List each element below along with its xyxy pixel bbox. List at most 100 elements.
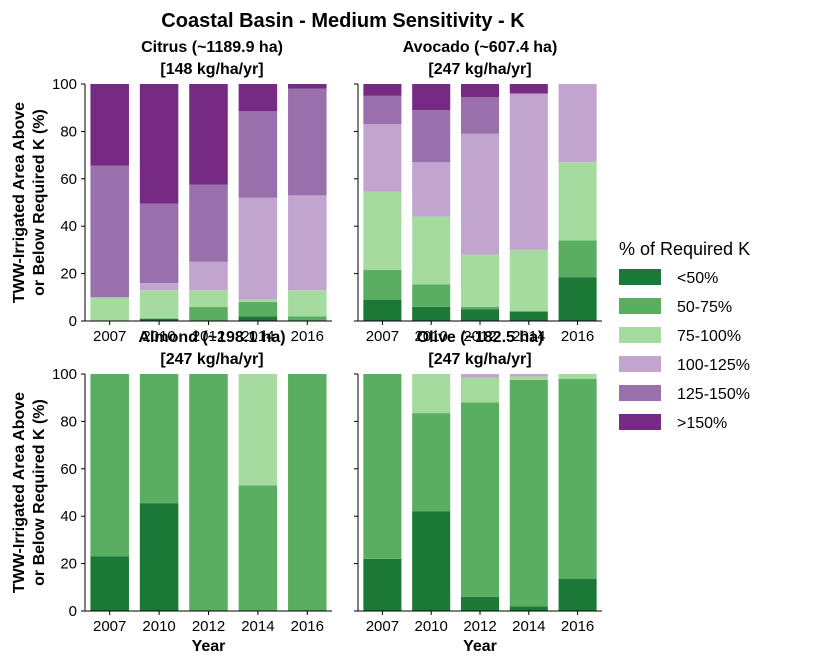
bar-segment-2016-2 (288, 290, 327, 317)
y-tick-label: 100 (52, 76, 77, 93)
y-tick-label: 80 (60, 413, 77, 430)
bar-segment-2012-2 (189, 290, 228, 307)
bar-segment-2016-1 (288, 316, 327, 321)
y-axis-label-line1: TWW-Irrigated Area Above (11, 102, 28, 303)
bar-segment-2012-0 (460, 309, 500, 321)
bar-segment-2012-4 (460, 97, 500, 134)
x-tick-label: 2016 (561, 328, 594, 345)
bar-segment-2016-3 (558, 84, 597, 163)
panel-3: Olive (~182.5 ha) [247 kg/ha/yr] 2007 2010 2… (354, 329, 602, 655)
bar-segment-2014-2 (509, 249, 548, 312)
x-tick-label: 2014 (512, 328, 545, 345)
bar-segment-2012-2 (460, 377, 500, 403)
x-tick-label: 2010 (142, 618, 175, 635)
bar-segment-2010-4 (412, 110, 451, 163)
y-tick-label: 0 (69, 313, 77, 330)
bar-segment-2010-4 (139, 203, 179, 284)
bar-segment-2012-4 (189, 184, 228, 262)
legend-label-2: 75-100% (677, 328, 741, 345)
x-tick-label: 2014 (241, 618, 274, 635)
bar-segment-2014-4 (238, 111, 278, 198)
bar-segment-2007-0 (363, 299, 402, 321)
y-axis-label-line2: or Below Required K (%) (31, 109, 48, 296)
bar-segment-2014-0 (509, 606, 548, 611)
legend-swatch-2 (619, 327, 661, 343)
bar-segment-2012-3 (189, 261, 228, 291)
bar-segment-2014-0 (238, 316, 278, 321)
x-tick-label: 2010 (142, 328, 175, 345)
bar-segment-2007-0 (363, 558, 402, 611)
x-tick-label: 2012 (463, 328, 496, 345)
bar-segment-2012-3 (460, 133, 500, 255)
bar-segment-2007-2 (90, 297, 129, 321)
bar-segment-2010-0 (139, 318, 179, 321)
legend-label-5: >150% (677, 415, 727, 432)
x-tick-label: 2012 (463, 618, 496, 635)
y-tick-label: 20 (60, 266, 77, 283)
bar-segment-2010-0 (412, 306, 451, 321)
bar-segment-2014-1 (238, 302, 278, 317)
bar-segment-2014-2 (509, 376, 548, 380)
bar-segment-2007-3 (363, 124, 402, 192)
legend-label-3: 100-125% (677, 357, 750, 374)
legend-swatch-0 (619, 269, 661, 285)
x-tick-label: 2014 (241, 328, 274, 345)
bar-segment-2012-3 (460, 374, 500, 378)
bar-segment-2010-0 (412, 511, 451, 611)
bar-segment-2010-5 (412, 84, 451, 111)
y-tick-label: 20 (60, 556, 77, 573)
bar-segment-2012-5 (189, 84, 228, 185)
bar-segment-2016-5 (288, 84, 327, 89)
bar-segment-2012-5 (460, 84, 500, 98)
bar-segment-2014-2 (238, 374, 278, 486)
x-tick-label: 2016 (291, 328, 324, 345)
x-tick-label: 2016 (561, 618, 594, 635)
figure-title: Coastal Basin - Medium Sensitivity - K (161, 10, 525, 32)
bar-segment-2007-1 (363, 270, 402, 300)
bar-segment-2016-1 (558, 240, 597, 278)
bar-segment-2014-3 (509, 374, 548, 377)
bar-segment-2010-2 (412, 374, 451, 414)
bar-segment-2007-4 (363, 95, 402, 125)
panel-title-line1: Avocado (~607.4 ha) (403, 39, 558, 56)
panel-title-line2: [247 kg/ha/yr] (428, 351, 531, 368)
legend-swatch-1 (619, 298, 661, 314)
bar-segment-2010-1 (139, 374, 179, 504)
x-tick-label: 2010 (415, 328, 448, 345)
x-tick-label: 2014 (512, 618, 545, 635)
bar-segment-2007-1 (90, 374, 129, 557)
bar-segment-2012-0 (460, 596, 500, 611)
bar-segment-2014-5 (238, 84, 278, 112)
bar-segment-2012-1 (460, 306, 500, 310)
panel-title-line1: Olive (~182.5 ha) (417, 329, 544, 346)
y-tick-label: 0 (69, 603, 77, 620)
bar-segment-2010-2 (139, 290, 179, 319)
panel-title-line2: [247 kg/ha/yr] (160, 351, 263, 368)
bar-segment-2010-0 (139, 503, 179, 611)
bar-segment-2007-5 (363, 84, 402, 96)
panel-1: Avocado (~607.4 ha) [247 kg/ha/yr] 2007 201… (354, 39, 602, 345)
y-tick-label: 40 (60, 508, 77, 525)
bar-segment-2014-3 (509, 93, 548, 250)
bar-segment-2014-2 (238, 299, 278, 303)
legend-title: % of Required K (619, 239, 750, 259)
y-tick-label: 80 (60, 123, 77, 140)
bar-segment-2016-0 (558, 277, 597, 321)
x-tick-label: 2016 (291, 618, 324, 635)
x-tick-label: 2012 (192, 328, 225, 345)
legend-label-1: 50-75% (677, 299, 732, 316)
bar-segment-2014-0 (509, 311, 548, 321)
x-tick-label: 2007 (366, 618, 399, 635)
x-tick-label: 2010 (415, 618, 448, 635)
bar-segment-2007-0 (90, 556, 129, 611)
x-axis-label: Year (192, 638, 226, 655)
y-axis-label-line1: TWW-Irrigated Area Above (11, 392, 28, 593)
y-tick-label: 40 (60, 218, 77, 235)
chart-panels: Citrus (~1189.9 ha)[148 kg/ha/yr]2007 201… (11, 39, 602, 655)
bar-segment-2007-5 (90, 84, 129, 166)
bar-segment-2010-5 (139, 84, 179, 204)
bar-segment-2016-1 (558, 378, 597, 579)
bar-segment-2010-2 (412, 216, 451, 285)
